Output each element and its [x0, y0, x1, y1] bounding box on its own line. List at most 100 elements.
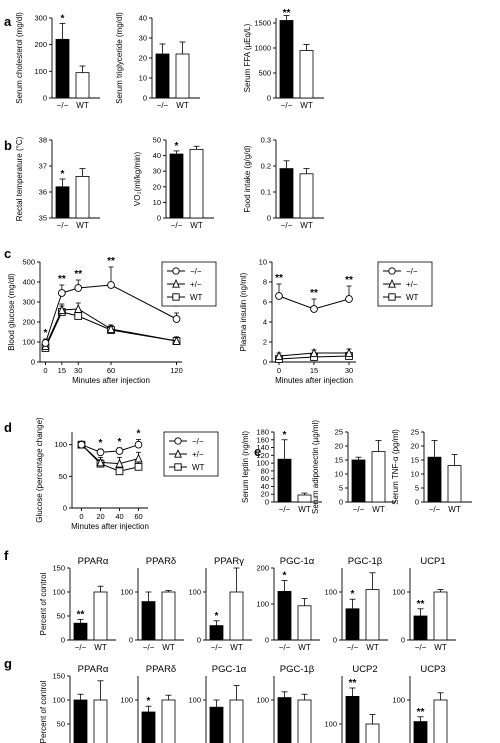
x-tick-label: 120 — [170, 366, 183, 375]
legend: −/− +/− WT — [377, 261, 433, 307]
bar-wildtype — [229, 699, 244, 743]
significance-marker: * — [147, 696, 151, 707]
y-tick-label: 50 — [153, 136, 161, 145]
y-tick-label: 100 — [188, 588, 201, 597]
y-axis-label: Rectal temperature (°C) — [15, 136, 24, 221]
significance-marker: ** — [58, 274, 66, 285]
significance-marker: * — [283, 571, 287, 582]
marker-circle — [310, 305, 318, 313]
y-tick-label: 150 — [52, 672, 65, 681]
category-label: −/− — [279, 643, 291, 652]
y-tick-label: 5 — [415, 484, 419, 493]
chart-a2: 0 10 20 30 40 Serum triglyceride (mg/dl) −/− WT — [115, 12, 200, 110]
x-tick-label: 30 — [74, 366, 82, 375]
significance-marker: ** — [417, 599, 425, 610]
y-axis-label: Serum leptin (ng/ml) — [241, 431, 250, 503]
y-axis-label: Serum TNF-α (pg/ml) — [391, 429, 400, 505]
significance-marker: * — [175, 141, 179, 152]
chart-c2: 0 2 4 6 8 10 Plasma insulin (ng/ml) 0 15 30Minute… — [239, 258, 433, 385]
y-tick-label: 100 — [324, 588, 337, 597]
marker-triangle — [309, 347, 319, 357]
chart-e3: 0 5 10 15 20 25 Serum TNF-α (pg/ml) −/− WT — [391, 428, 472, 514]
chart-title: PGC-1β — [348, 556, 383, 567]
y-axis-label: Percent of control — [39, 572, 48, 635]
legend: −/− +/− WT — [163, 431, 219, 477]
chart-f1: 0 50 100 150 Percent of control PPARα −/− ** WT — [39, 556, 116, 652]
marker-circle — [57, 289, 66, 297]
chart-title: PPARγ — [214, 556, 244, 567]
bar-wildtype — [297, 605, 312, 641]
y-tick-label: 150 — [52, 564, 65, 573]
y-tick-label: 300 — [34, 14, 47, 23]
y-tick-label: 40 — [153, 151, 161, 160]
marker-circle — [345, 295, 353, 303]
y-tick-label: 180 — [256, 428, 269, 437]
series-line-2 — [81, 444, 139, 472]
marker-circle — [172, 267, 180, 275]
category-label: WT — [434, 643, 447, 652]
x-tick-label: 0 — [79, 512, 83, 521]
category-label: −/− — [171, 221, 183, 230]
y-tick-label: 0 — [265, 636, 269, 645]
y-axis-label: Percent of control — [39, 680, 48, 743]
marker-square — [115, 467, 124, 476]
legend: −/− +/− WT — [161, 261, 217, 307]
bar-knockout — [351, 459, 366, 503]
significance-marker: ** — [283, 8, 291, 19]
y-tick-label: 120 — [256, 451, 269, 460]
y-tick-label: 0 — [43, 94, 47, 103]
marker-triangle — [74, 303, 83, 313]
y-tick-label: 25 — [335, 428, 343, 437]
y-tick-label: 37 — [39, 162, 47, 171]
y-tick-label: 30 — [139, 34, 147, 43]
y-tick-label: 40 — [139, 14, 147, 23]
category-label: −/− — [281, 221, 293, 230]
y-axis-label: VO₂(ml/kg/min) — [133, 152, 142, 207]
y-tick-label: 100 — [120, 588, 133, 597]
y-tick-label: 10 — [335, 470, 343, 479]
y-tick-label: 0 — [197, 636, 201, 645]
bar-wildtype — [365, 589, 380, 641]
y-tick-label: 300 — [22, 298, 35, 307]
bar-knockout — [55, 186, 70, 219]
category-label: −/− — [415, 643, 427, 652]
marker-circle — [174, 437, 182, 445]
legend-entry: +/− — [190, 280, 202, 289]
panel-letter-g: g — [4, 656, 12, 671]
y-tick-label: 100 — [392, 588, 405, 597]
y-tick-label: 80 — [261, 466, 269, 475]
chart-title: PPARα — [78, 556, 109, 567]
bar-wildtype — [189, 148, 204, 219]
y-tick-label: 0 — [401, 636, 405, 645]
category-label: WT — [298, 505, 311, 514]
y-axis-label: Plasma insulin (ng/ml) — [239, 272, 248, 351]
chart-b2: 0 10 20 30 40 50 VO₂(ml/kg/min) −/− * WT — [133, 136, 214, 230]
chart-f5: 0 100 PGC-1β −/− * WT — [324, 556, 388, 652]
marker-triangle — [388, 279, 396, 288]
y-tick-label: 0 — [129, 636, 133, 645]
series-line-1 — [81, 444, 139, 465]
significance-marker: * — [283, 430, 287, 441]
y-tick-label: 0.1 — [261, 188, 271, 197]
chart-title: UCP3 — [420, 664, 445, 675]
bar-knockout — [277, 458, 292, 503]
bar-knockout — [209, 706, 224, 743]
x-axis-label: Minutes after injection — [72, 376, 150, 385]
marker-square — [388, 293, 396, 301]
bar-wildtype — [299, 173, 314, 219]
marker-square — [174, 463, 182, 471]
y-tick-label: 2 — [263, 338, 267, 347]
y-axis-label: Serum triglyceride (mg/dl) — [115, 12, 124, 104]
bar-wildtype — [297, 494, 312, 503]
y-tick-label: 35 — [39, 214, 47, 223]
bar-knockout — [141, 601, 156, 641]
y-tick-label: 140 — [256, 443, 269, 452]
category-label: −/− — [211, 643, 223, 652]
x-axis-label: Minutes after injection — [275, 376, 353, 385]
significance-marker: ** — [275, 273, 283, 284]
series-line-0 — [81, 444, 139, 453]
bar-wildtype — [365, 723, 380, 743]
